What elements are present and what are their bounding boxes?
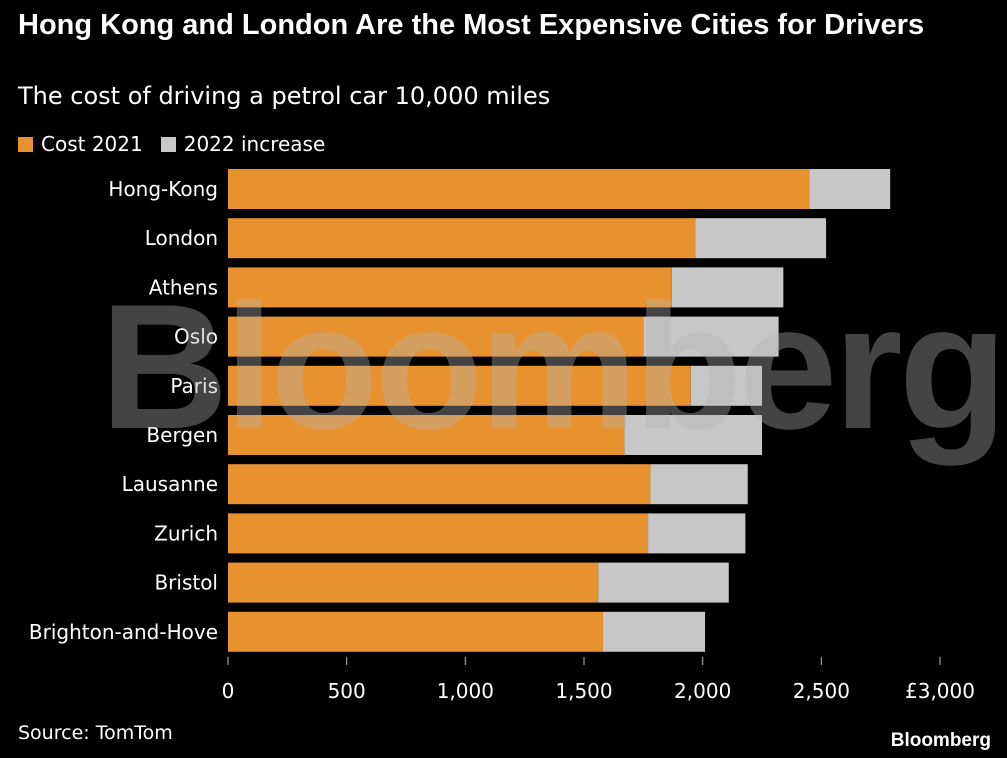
legend-swatch-cost-2021 xyxy=(18,136,33,152)
chart-subtitle: The cost of driving a petrol car 10,000 … xyxy=(18,82,551,110)
legend-item-2022-increase: 2022 increase xyxy=(160,132,326,156)
bar-cost-2021-athens xyxy=(228,267,672,308)
x-tick-label: 0 xyxy=(222,679,235,703)
category-label-bergen: Bergen xyxy=(146,423,218,447)
category-label-london: London xyxy=(145,226,218,250)
bar-cost-2021-london xyxy=(228,218,696,259)
x-tick-label: 2,000 xyxy=(674,679,731,703)
x-tick-label: £3,000 xyxy=(905,679,975,703)
x-tick-label: 1,000 xyxy=(437,679,494,703)
bar-2022-increase-bristol xyxy=(598,562,729,603)
bar-2022-increase-bergen xyxy=(624,415,762,455)
bar-cost-2021-lausanne xyxy=(228,464,651,505)
bar-2022-increase-london xyxy=(695,218,827,259)
category-label-zurich: Zurich xyxy=(154,521,218,545)
bar-2022-increase-zurich xyxy=(648,513,746,554)
category-label-bristol: Bristol xyxy=(154,571,218,595)
bar-2022-increase-oslo xyxy=(643,316,779,357)
chart-title: Hong Kong and London Are the Most Expens… xyxy=(18,9,925,41)
category-label-athens: Athens xyxy=(149,275,218,299)
bar-cost-2021-bergen xyxy=(228,415,625,455)
legend: Cost 2021 2022 increase xyxy=(18,132,343,156)
bar-2022-increase-athens xyxy=(671,267,784,308)
bar-cost-2021-zurich xyxy=(228,513,649,554)
bar-cost-2021-oslo xyxy=(228,316,644,357)
legend-label-2022-increase: 2022 increase xyxy=(183,132,326,156)
bloomberg-logo: Bloomberg xyxy=(890,730,991,751)
bar-2022-increase-lausanne xyxy=(650,464,748,505)
category-label-hong-kong: Hong-Kong xyxy=(108,177,218,201)
bar-chart: 0 500 1,000 1,500 2,000 2,500 £3,000 Hong-Kong L… xyxy=(29,169,975,703)
bar-cost-2021-bristol xyxy=(228,562,599,603)
legend-item-cost-2021: Cost 2021 xyxy=(18,132,143,156)
bar-cost-2021-paris xyxy=(228,365,691,406)
bar-2022-increase-brighton-and-hove xyxy=(602,611,706,652)
x-tick-label: 1,500 xyxy=(555,679,612,703)
bar-cost-2021-brighton-and-hove xyxy=(228,611,603,652)
legend-swatch-2022-increase xyxy=(160,136,176,152)
legend-label-cost-2021: Cost 2021 xyxy=(41,132,143,156)
x-tick-label: 2,500 xyxy=(793,679,850,703)
x-tick-label: 500 xyxy=(328,679,366,703)
category-label-oslo: Oslo xyxy=(174,325,218,349)
category-label-lausanne: Lausanne xyxy=(122,472,218,496)
category-label-paris: Paris xyxy=(170,374,218,398)
bar-2022-increase-hong-kong xyxy=(809,169,891,209)
source-note: Source: TomTom xyxy=(18,722,173,744)
category-label-brighton-and-hove: Brighton-and-Hove xyxy=(29,620,218,644)
bar-2022-increase-paris xyxy=(690,365,762,406)
bar-cost-2021-hong-kong xyxy=(228,169,810,209)
